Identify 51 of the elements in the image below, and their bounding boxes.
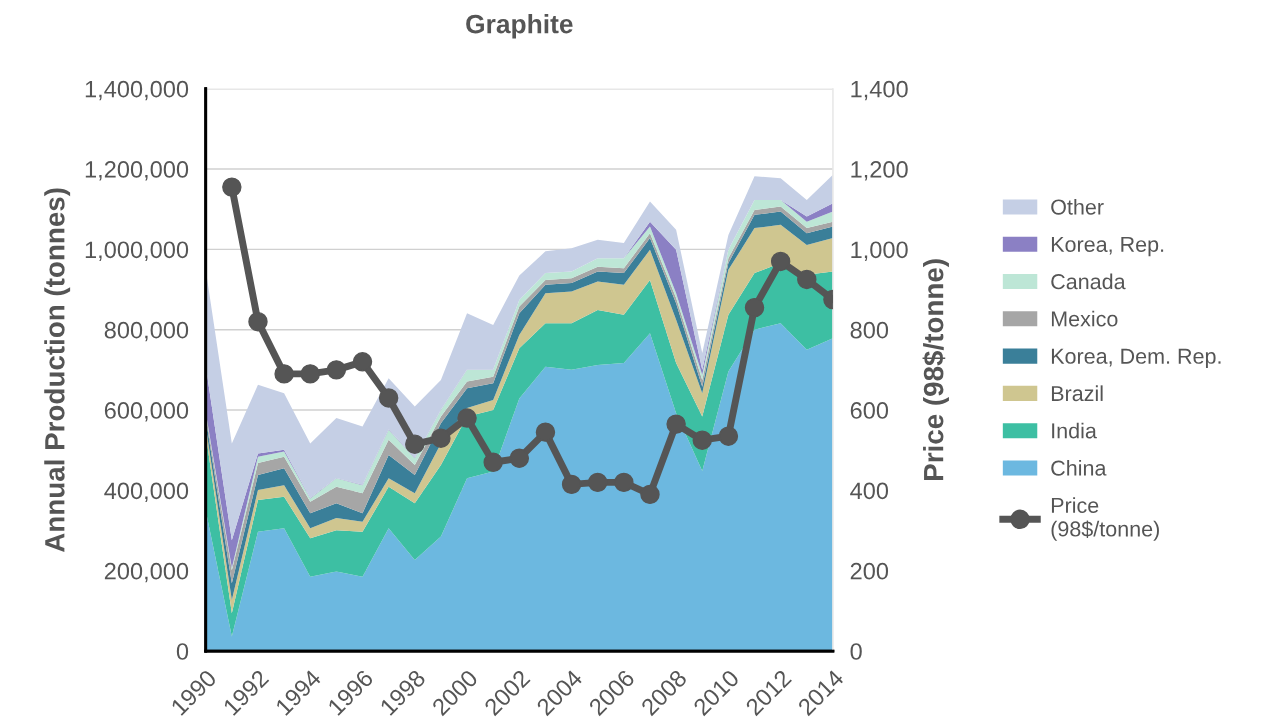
y-tick-label: 800,000: [104, 321, 189, 342]
point: [561, 474, 582, 495]
legend-label: Price (98$/tonne): [1051, 497, 1159, 541]
y2-tick-label: 1,400: [851, 80, 908, 101]
point: [222, 177, 242, 197]
legend-label: Other: [1051, 198, 1104, 215]
y-tick-label: 0: [176, 643, 189, 660]
y-tick-label: 400,000: [104, 482, 189, 502]
point: [483, 452, 503, 472]
point: [744, 297, 765, 318]
point: [274, 364, 294, 384]
y-tick-label: 200,000: [104, 562, 189, 583]
point: [405, 434, 425, 454]
point: [431, 428, 451, 448]
legend-label: Mexico: [1051, 310, 1118, 327]
point: [300, 364, 320, 384]
legend-label: China: [1051, 459, 1107, 476]
point: [692, 430, 712, 450]
point: [718, 426, 739, 446]
y-tick-label: 1,400,000: [85, 80, 189, 101]
point: [378, 388, 399, 408]
point: [535, 422, 556, 442]
y2-tick-label: 0: [850, 643, 862, 660]
point: [248, 311, 268, 332]
point: [457, 408, 477, 428]
y2-tick-label: 800: [850, 321, 889, 339]
y2-tick-label: 1,200: [851, 161, 908, 181]
legend-label: Korea, Rep.: [1051, 236, 1164, 257]
y2-tick-label: 1,000: [851, 241, 908, 261]
y2-tick-label: 200: [850, 562, 889, 580]
point: [797, 269, 817, 290]
point: [509, 448, 530, 468]
legend-label: India: [1052, 422, 1097, 439]
legend-label: Korea, Dem. Rep.: [1051, 348, 1221, 369]
y2-tick-label: 400: [850, 482, 889, 500]
point: [614, 472, 634, 493]
point: [352, 352, 373, 372]
legend-label: Canada: [1051, 273, 1126, 290]
y-axis-title: Annual Production (tonnes): [44, 188, 71, 553]
y-tick-label: 600,000: [104, 402, 189, 422]
point: [326, 360, 347, 380]
point: [770, 251, 791, 272]
y-tick-label: 1,000,000: [85, 241, 189, 261]
point: [666, 414, 686, 434]
point: [640, 484, 660, 505]
y2-tick-label: 600: [850, 402, 889, 419]
point: [587, 472, 608, 493]
y2-axis-title: Price (98$/tonne): [922, 259, 949, 480]
legend-label: Brazil: [1051, 385, 1103, 402]
y-tick-label: 1,200,000: [85, 161, 189, 181]
chart-title: Graphite: [466, 14, 573, 39]
